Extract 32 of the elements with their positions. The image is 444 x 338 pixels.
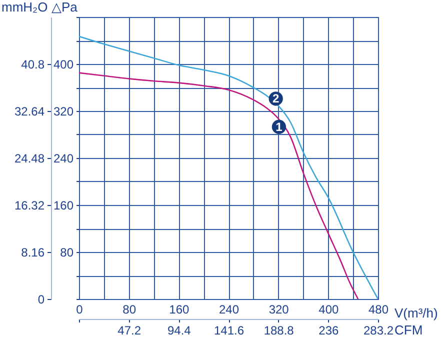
y-tick-label: 240	[53, 152, 74, 166]
x2-tick-label: 47.2	[118, 324, 142, 338]
x-tick-label: 0	[76, 302, 84, 316]
y2-tick-label: 32.64	[14, 104, 45, 118]
x-tick-label: 160	[169, 302, 190, 316]
annotation: 2	[272, 92, 280, 106]
x2-tick-label: 141.6	[214, 324, 244, 338]
y2-tick-label: 8.16	[21, 246, 45, 260]
x-tick-label: 80	[122, 302, 136, 316]
x2-tick-label: 236	[318, 324, 339, 338]
y-tick-label: 160	[53, 198, 74, 212]
y2-tick-label: 0	[38, 292, 45, 306]
y-tick-label: 80	[60, 246, 74, 260]
y-tick-label: 400	[53, 58, 74, 72]
x-axis-title: V(m³/h)	[394, 306, 438, 320]
x2-tick-label: 94.4	[167, 324, 192, 338]
x2-tick-label: 283.2	[363, 324, 394, 338]
x2-tick-label: 188.8	[264, 324, 294, 338]
y2-tick-label: 40.8	[21, 58, 45, 72]
x2-axis-title: CFM	[394, 322, 423, 338]
annotation: 1	[276, 120, 283, 134]
x-tick-label: 400	[318, 302, 339, 316]
y2-tick-label: 16.32	[14, 198, 45, 212]
line-series	[79, 36, 378, 299]
y-tick-label: 320	[53, 104, 74, 118]
x-tick-label: 480	[368, 302, 389, 316]
y-axis-title: △Pa	[52, 0, 78, 14]
y2-axis-title: mmH₂O	[2, 0, 48, 14]
x-tick-label: 240	[218, 302, 240, 316]
x-tick-label: 320	[268, 302, 290, 316]
y2-tick-label: 24.48	[14, 152, 45, 166]
line-series	[79, 72, 359, 299]
